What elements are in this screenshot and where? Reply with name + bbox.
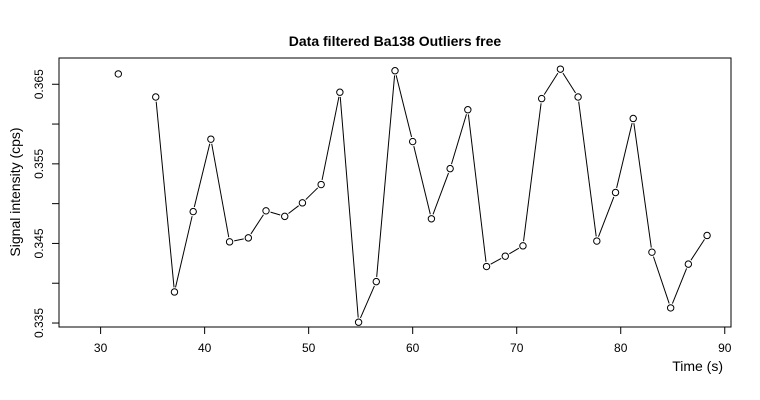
data-point	[684, 260, 693, 268]
x-tick-label: 70	[510, 341, 524, 355]
plot-frame	[58, 57, 732, 328]
y-tick-label: 0.335	[32, 308, 46, 338]
data-point	[170, 288, 179, 296]
series-line-segment	[155, 101, 175, 288]
data-point	[482, 262, 491, 271]
series-line-segment	[671, 268, 688, 304]
x-axis-label: Time (s)	[672, 358, 723, 374]
data-point	[611, 188, 620, 197]
data-point	[225, 238, 234, 246]
data-point	[317, 180, 325, 189]
data-point	[152, 93, 160, 101]
data-point	[537, 94, 546, 103]
y-axis-label: Signal intensity (cps)	[7, 127, 23, 256]
data-point	[703, 231, 711, 240]
data-point	[244, 234, 253, 242]
x-tick-label: 40	[198, 341, 212, 355]
y-tick-label: 0.345	[32, 228, 46, 258]
series-line-segment	[360, 285, 375, 319]
y-axis: 0.335 0.345 0.355 0.365	[32, 69, 60, 338]
series-line-segment	[616, 122, 633, 189]
series-line-segment	[270, 211, 281, 216]
data-point	[189, 207, 197, 216]
data-point	[262, 207, 270, 215]
series-line-segment	[339, 96, 359, 318]
data-point	[336, 88, 344, 96]
series-line-segment	[175, 216, 193, 288]
data-point	[281, 212, 289, 221]
x-tick-label: 80	[614, 341, 628, 355]
data-point	[501, 252, 509, 260]
series-line-segment	[690, 239, 705, 261]
data-point	[391, 67, 399, 75]
data-point	[372, 277, 380, 286]
data-point	[464, 106, 472, 114]
series-line-segment	[633, 123, 652, 248]
data-series	[114, 65, 711, 326]
data-point	[666, 304, 675, 312]
data-point	[354, 318, 363, 326]
series-line-segment	[578, 101, 597, 237]
series-line-segment	[395, 75, 413, 138]
series-line-segment	[234, 238, 244, 242]
x-tick-label: 30	[94, 341, 108, 355]
x-axis: 30 40 50 60 70 80 90	[94, 326, 732, 355]
data-point	[207, 135, 215, 143]
series-line-segment	[598, 196, 615, 237]
data-point	[519, 242, 527, 250]
series-line-segment	[509, 247, 520, 255]
data-point	[427, 215, 436, 223]
series-line-segment	[523, 103, 542, 242]
series-line-segment	[432, 172, 449, 215]
data-point	[446, 164, 454, 173]
series-line-segment	[288, 205, 299, 214]
series-line-segment	[467, 114, 487, 262]
x-tick-label: 90	[718, 341, 732, 355]
series-line-segment	[451, 114, 467, 165]
data-point	[114, 70, 122, 78]
series-line-segment	[305, 187, 319, 200]
series-line-segment	[250, 214, 264, 235]
series-line-segment	[321, 96, 340, 181]
chart-title: Data filtered Ba138 Outliers free	[289, 33, 502, 49]
data-point	[298, 199, 307, 207]
x-tick-label: 50	[302, 341, 316, 355]
series-line-segment	[193, 143, 211, 208]
series-line-segment	[413, 146, 431, 215]
series-line-segment	[562, 72, 576, 94]
data-point	[629, 114, 637, 123]
data-point	[593, 237, 601, 245]
series-line-segment	[652, 256, 670, 304]
y-tick-label: 0.365	[32, 69, 46, 99]
y-tick-label: 0.355	[32, 149, 46, 179]
series-line-segment	[211, 143, 230, 238]
series-line-segment	[543, 72, 559, 95]
series-line-segment	[376, 75, 396, 277]
data-point	[408, 137, 417, 146]
series-line-segment	[490, 258, 502, 265]
x-tick-label: 60	[406, 341, 420, 355]
data-point	[574, 93, 582, 101]
data-point	[648, 248, 656, 256]
data-point	[556, 65, 565, 73]
